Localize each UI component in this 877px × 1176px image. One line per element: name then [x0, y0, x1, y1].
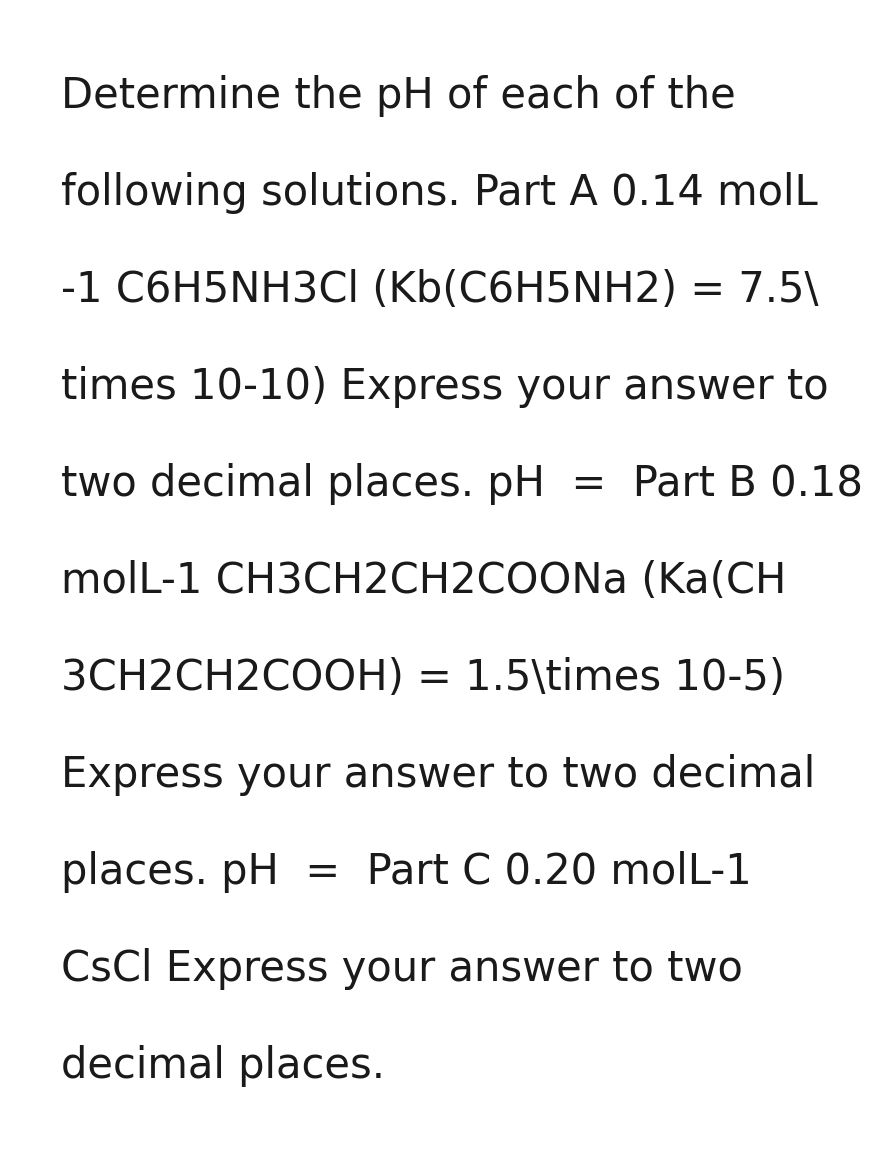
Text: -1 C6H5NH3Cl (Kb(C6H5NH2) = 7.5\: -1 C6H5NH3Cl (Kb(C6H5NH2) = 7.5\ [61, 269, 819, 310]
Text: following solutions. Part A 0.14 molL: following solutions. Part A 0.14 molL [61, 172, 818, 214]
Text: 3CH2CH2COOH) = 1.5\times 10-5): 3CH2CH2COOH) = 1.5\times 10-5) [61, 657, 786, 699]
Text: places. pH  =  Part C 0.20 molL-1: places. pH = Part C 0.20 molL-1 [61, 851, 752, 893]
Text: CsCl Express your answer to two: CsCl Express your answer to two [61, 948, 744, 990]
Text: Determine the pH of each of the: Determine the pH of each of the [61, 75, 736, 116]
Text: times 10-10) Express your answer to: times 10-10) Express your answer to [61, 366, 829, 408]
Text: decimal places.: decimal places. [61, 1045, 385, 1087]
Text: two decimal places. pH  =  Part B 0.18: two decimal places. pH = Part B 0.18 [61, 463, 863, 505]
Text: molL-1 CH3CH2CH2COONa (Ka(CH: molL-1 CH3CH2CH2COONa (Ka(CH [61, 560, 787, 602]
Text: Express your answer to two decimal: Express your answer to two decimal [61, 754, 816, 796]
